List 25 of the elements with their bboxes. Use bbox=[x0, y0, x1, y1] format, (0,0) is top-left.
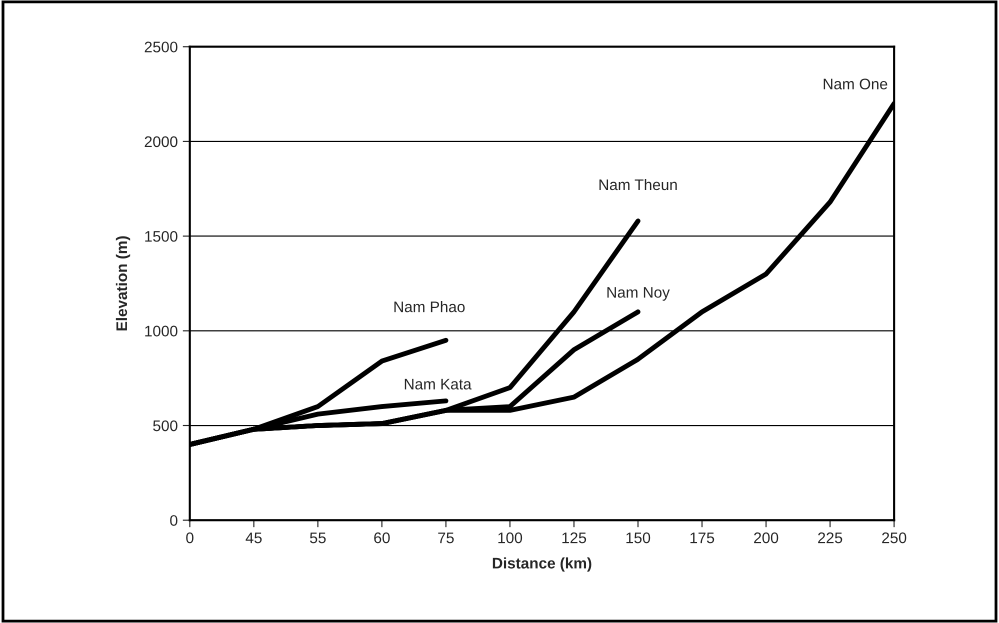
x-axis-title: Distance (km) bbox=[492, 557, 592, 572]
x-tick-label: 200 bbox=[754, 532, 778, 544]
y-tick-label: 500 bbox=[153, 420, 178, 432]
x-tick-label: 75 bbox=[438, 532, 454, 544]
y-tick-label: 1000 bbox=[145, 326, 178, 336]
x-tick-label: 125 bbox=[562, 532, 586, 544]
text: Nam Phao bbox=[394, 301, 465, 312]
series-label: Nam Kata bbox=[404, 378, 472, 390]
text: Nam Theun bbox=[599, 178, 677, 190]
x-tick-label: 0 bbox=[186, 532, 194, 544]
series-label: Nam Noy bbox=[607, 287, 670, 301]
x-tick-label: 100 bbox=[498, 532, 522, 544]
y-tick-label: 1500 bbox=[145, 230, 178, 242]
series-label: Nam One bbox=[824, 78, 888, 90]
x-tick-label: 175 bbox=[690, 532, 714, 544]
x-tick-label: 250 bbox=[882, 532, 906, 544]
y-axis-title: Elevation (m) bbox=[116, 236, 130, 330]
y-tick-label: 2000 bbox=[144, 136, 178, 148]
x-tick-label: 45 bbox=[246, 532, 262, 544]
y-tick-label: 2500 bbox=[144, 42, 178, 52]
x-tick-label: 225 bbox=[818, 532, 842, 544]
y-tick-label: 0 bbox=[170, 515, 178, 526]
x-tick-label: 55 bbox=[310, 532, 326, 544]
x-tick-label: 60 bbox=[374, 532, 390, 544]
x-tick-label: 150 bbox=[626, 532, 650, 544]
